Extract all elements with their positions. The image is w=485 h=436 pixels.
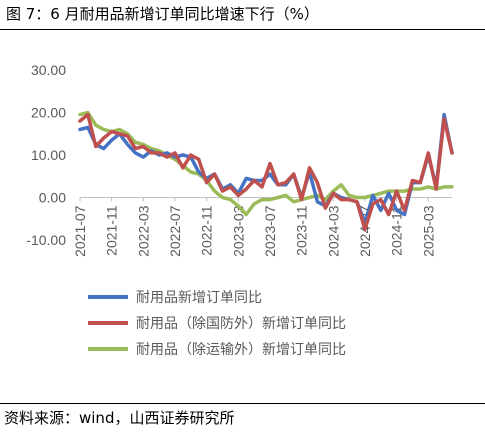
x-tick-label: 2023-03 bbox=[230, 205, 246, 257]
y-tick-label: -10.00 bbox=[26, 232, 66, 248]
x-tick-label: 2022-03 bbox=[135, 205, 151, 257]
x-tick-label: 2022-07 bbox=[167, 205, 183, 257]
legend-label: 耐用品（除运输外）新增订单同比 bbox=[136, 342, 346, 358]
series-lines bbox=[78, 110, 454, 232]
y-tick-label: 0.00 bbox=[39, 190, 66, 206]
series-line-2 bbox=[78, 112, 454, 232]
x-tick-label: 2023-07 bbox=[262, 205, 278, 257]
source-divider bbox=[0, 403, 485, 404]
x-tick-label: 2021-07 bbox=[72, 205, 88, 257]
x-tick-label: 2023-11 bbox=[294, 205, 310, 256]
line-chart: 30.00 20.00 10.00 0.00 -10.00 2021-07 2021-11… bbox=[26, 62, 454, 358]
y-tick-label: 20.00 bbox=[31, 105, 66, 121]
y-tick-label: 30.00 bbox=[31, 62, 66, 78]
y-axis: 30.00 20.00 10.00 0.00 -10.00 bbox=[26, 62, 66, 248]
source-note: 资料来源：wind，山西证券研究所 bbox=[4, 409, 235, 427]
legend-label: 耐用品新增订单同比 bbox=[136, 290, 262, 306]
chart-title: 图 7：6 月耐用品新增订单同比增速下行（%） bbox=[6, 5, 319, 23]
title-divider bbox=[0, 29, 485, 30]
x-tick-label: 2022-11 bbox=[199, 205, 215, 256]
x-tick-label: 2025-03 bbox=[420, 205, 436, 257]
x-tick-label: 2024-03 bbox=[325, 205, 341, 257]
x-tick-label: 2024-11 bbox=[389, 205, 405, 256]
y-tick-label: 10.00 bbox=[31, 147, 66, 163]
x-axis: 2021-07 2021-11 2022-03 2022-07 2022-11 2023-… bbox=[72, 197, 452, 257]
series-line-3 bbox=[78, 110, 454, 217]
x-tick-label: 2021-11 bbox=[104, 205, 120, 256]
legend-label: 耐用品（除国防外）新增订单同比 bbox=[136, 316, 346, 332]
